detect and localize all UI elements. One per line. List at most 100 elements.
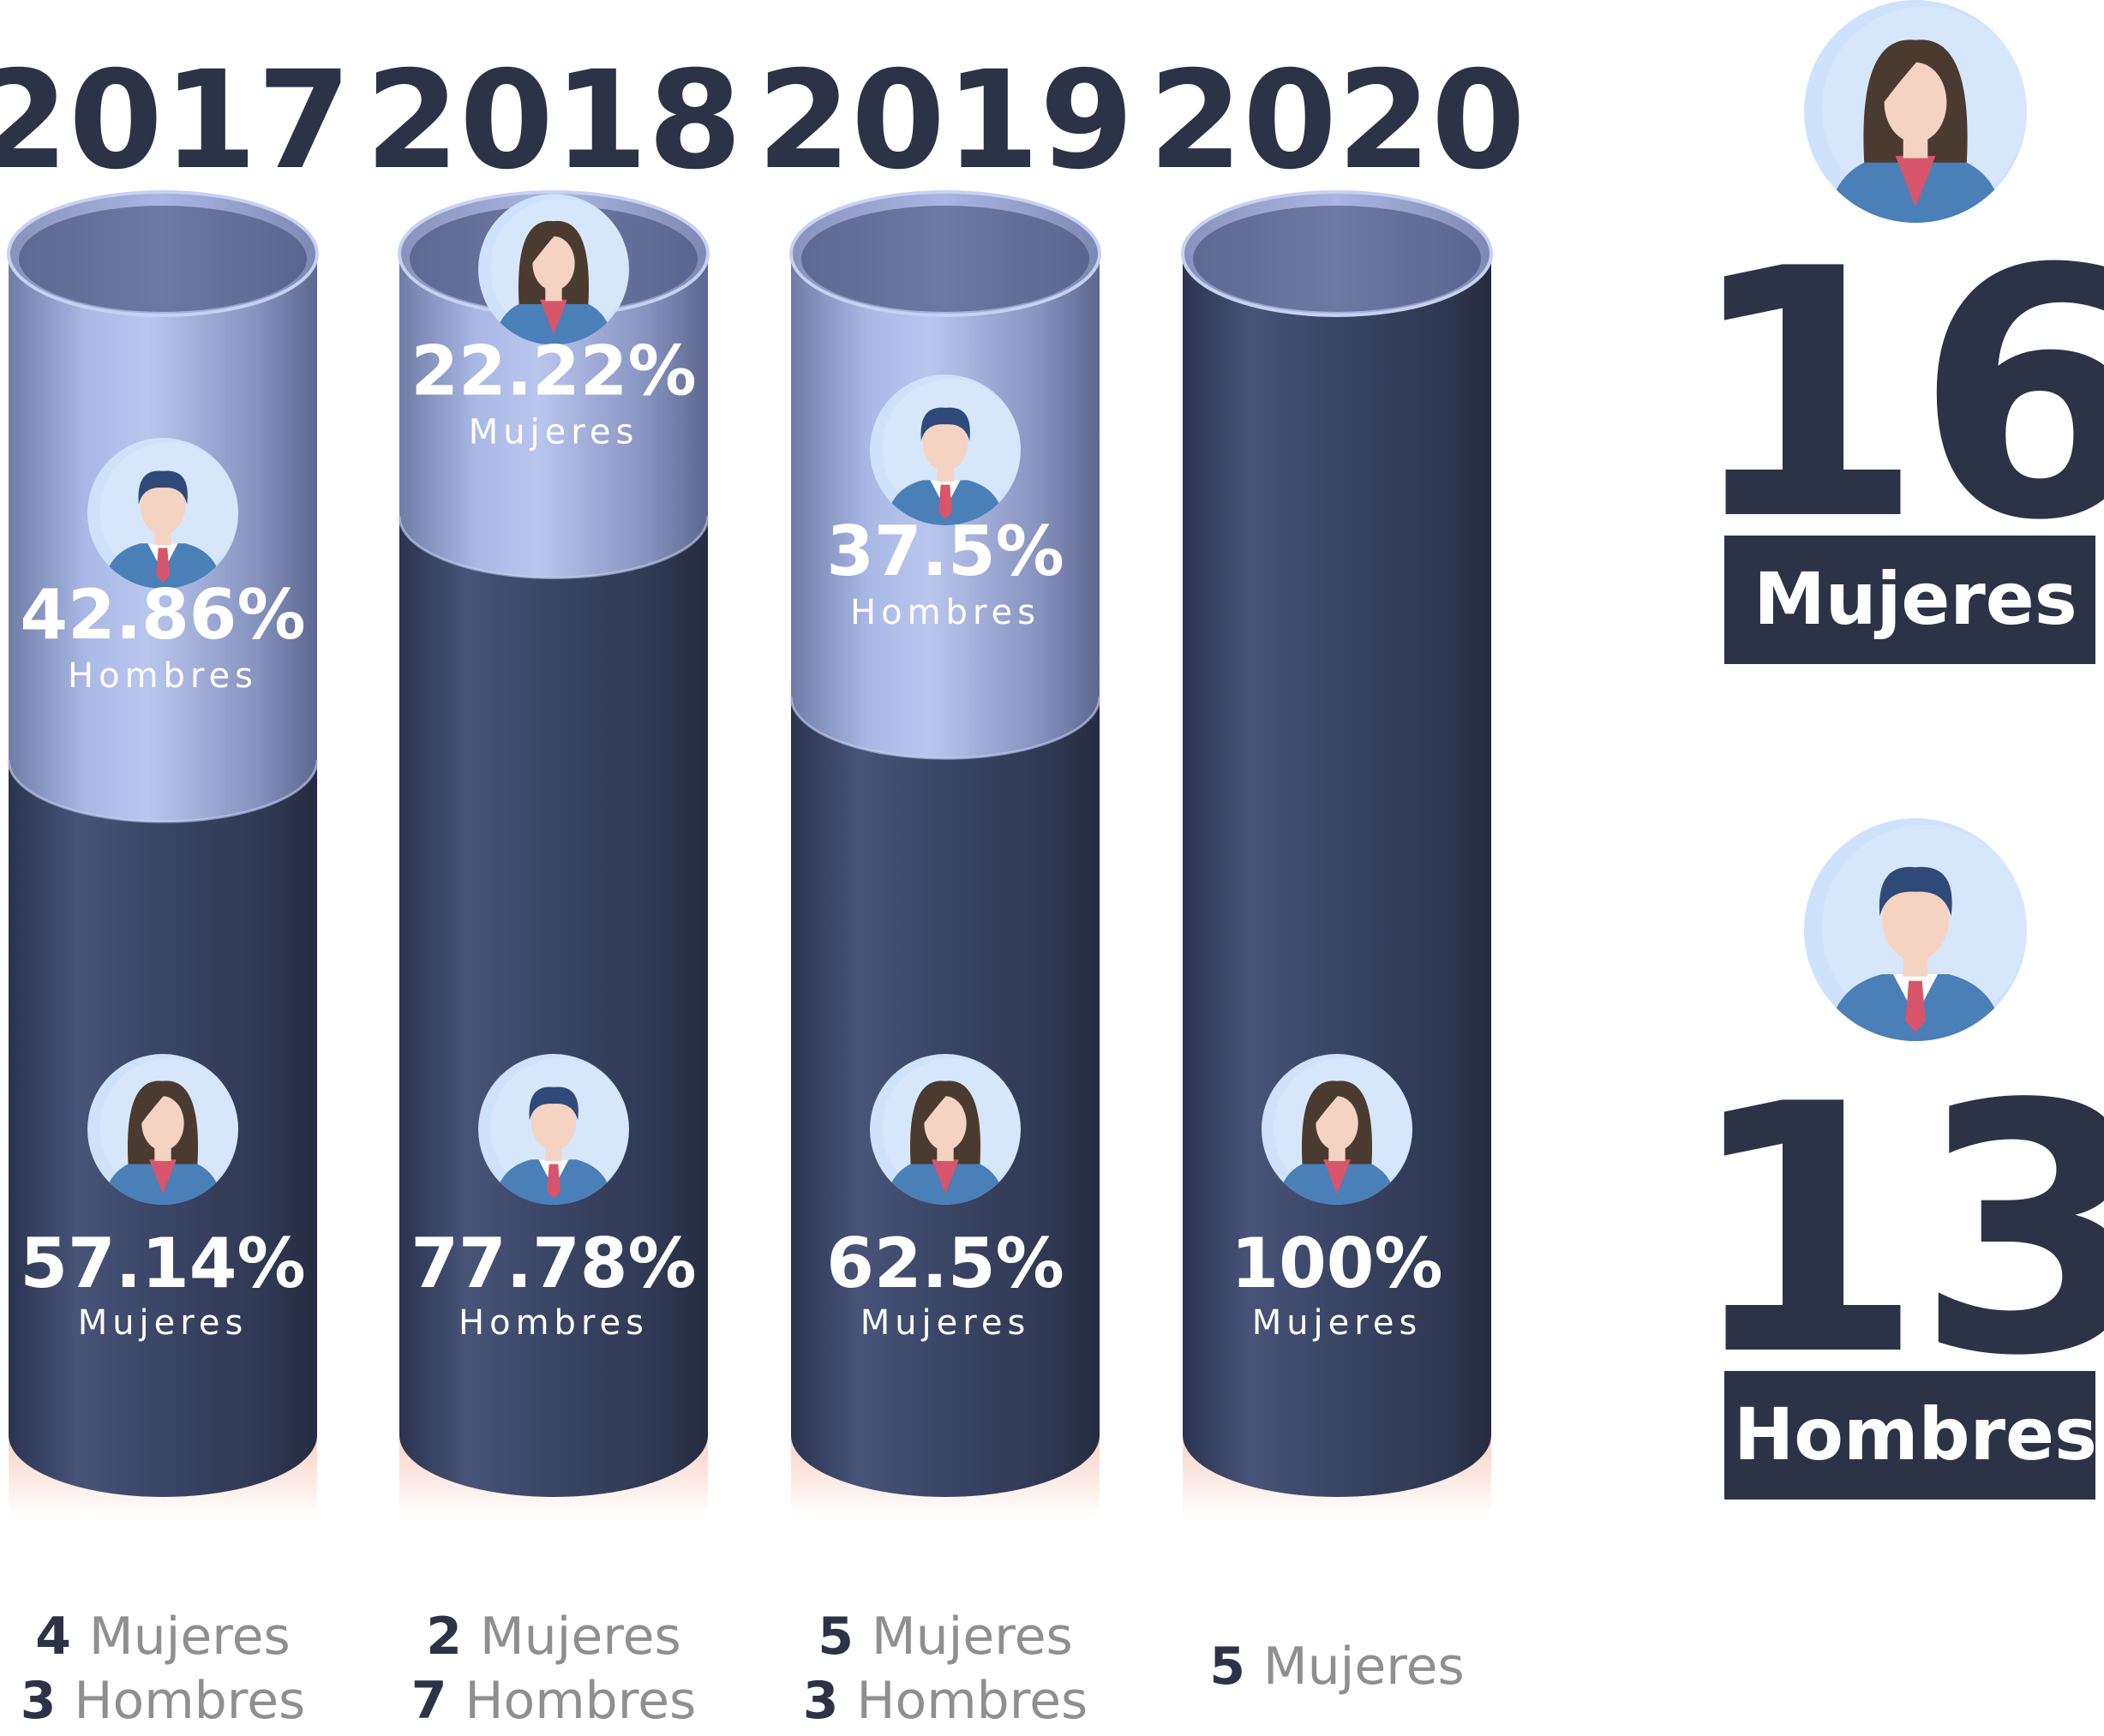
count-label: Mujeres <box>1263 1637 1465 1697</box>
bottom-percent-label: 77.78% <box>411 1224 696 1303</box>
top-percent-label: 42.86% <box>20 575 305 655</box>
year-label: 2020 <box>1148 42 1526 200</box>
blouse <box>1895 156 1936 207</box>
hair <box>138 470 188 505</box>
bottom-percent-label: 57.14% <box>20 1224 305 1303</box>
count-number: 3 <box>803 1671 857 1731</box>
tie <box>156 548 170 583</box>
avatar-figure <box>1828 39 2003 223</box>
face <box>530 1092 577 1151</box>
count-line: 5 Mujeres <box>818 1607 1073 1667</box>
count-label: Mujeres <box>480 1607 681 1667</box>
woman-avatar-icon <box>1262 1054 1413 1205</box>
count-number: 5 <box>1209 1637 1263 1697</box>
segment-edge <box>398 516 710 579</box>
count-label: Mujeres <box>89 1607 291 1667</box>
blouse <box>932 1159 959 1194</box>
top-gender-label: Hombres <box>850 593 1040 632</box>
count-label: Hombres <box>74 1671 305 1731</box>
face <box>532 236 575 291</box>
tie <box>1905 980 1926 1033</box>
count-label: Hombres <box>465 1671 696 1731</box>
face <box>140 476 186 535</box>
total-number: 16 <box>1686 197 2104 596</box>
top-gender-label: Mujeres <box>469 412 639 452</box>
bottom-gender-label: Mujeres <box>1252 1303 1423 1343</box>
face <box>1316 1096 1358 1151</box>
year-label: 2019 <box>757 42 1134 200</box>
woman-avatar-icon <box>478 194 629 345</box>
bangs <box>140 1091 168 1125</box>
avatar-figure <box>886 407 1004 526</box>
cylinder-cap-inner <box>1193 206 1481 312</box>
bangs <box>530 231 559 266</box>
tie <box>938 484 952 520</box>
blouse <box>149 1159 177 1194</box>
total-number: 13 <box>1686 1033 2104 1431</box>
count-line: 2 Mujeres <box>426 1607 681 1667</box>
tie <box>547 1164 560 1199</box>
count-line: 3 Hombres <box>21 1671 306 1731</box>
cylinder-cap-inner <box>801 206 1089 312</box>
count-line: 3 Hombres <box>803 1671 1088 1731</box>
face <box>141 1096 184 1151</box>
bottom-percent-label: 100% <box>1231 1224 1442 1303</box>
bottom-gender-label: Mujeres <box>78 1303 249 1343</box>
avatar-figure <box>104 1081 222 1205</box>
hair <box>920 407 970 441</box>
total-label-box <box>1724 536 2095 664</box>
avatar-figure <box>886 1081 1004 1205</box>
face <box>1884 62 1947 143</box>
bangs <box>1882 55 1922 105</box>
year-label: 2018 <box>365 42 742 200</box>
man-avatar-icon <box>1804 818 2027 1041</box>
total-label-box <box>1724 1371 2095 1500</box>
count-line: 5 Mujeres <box>1209 1637 1465 1697</box>
avatar-figure <box>495 1086 613 1205</box>
man-avatar-icon <box>87 438 239 590</box>
bangs <box>922 1091 950 1125</box>
avatar-figure <box>104 470 222 590</box>
segment-edge <box>789 697 1101 760</box>
hair <box>529 1086 578 1121</box>
cylinder-body <box>1183 254 1491 1497</box>
count-label: Mujeres <box>872 1607 1073 1667</box>
bottom-gender-label: Mujeres <box>860 1303 1031 1343</box>
blouse <box>1323 1159 1351 1194</box>
top-percent-label: 37.5% <box>826 512 1064 591</box>
count-line: 4 Mujeres <box>35 1607 291 1667</box>
woman-avatar-icon <box>1804 0 2027 223</box>
count-number: 3 <box>21 1671 75 1731</box>
blouse <box>540 299 567 335</box>
bangs <box>1314 1091 1342 1125</box>
total-label: Mujeres <box>1753 557 2077 641</box>
man-avatar-icon <box>478 1054 629 1205</box>
avatar-figure <box>495 220 613 345</box>
woman-avatar-icon <box>870 1054 1022 1205</box>
woman-avatar-icon <box>87 1054 239 1205</box>
avatar-figure <box>1278 1081 1396 1205</box>
total-label: Hombres <box>1734 1392 2097 1476</box>
avatar-figure <box>1828 866 2003 1041</box>
count-label: Hombres <box>856 1671 1088 1731</box>
count-line: 7 Hombres <box>411 1671 697 1731</box>
cylinder-cap-inner <box>19 206 307 312</box>
count-number: 7 <box>411 1671 465 1731</box>
segment-edge <box>7 760 319 823</box>
face <box>924 1096 967 1151</box>
face <box>1882 876 1949 961</box>
man-avatar-icon <box>870 374 1022 526</box>
bottom-gender-label: Hombres <box>459 1303 649 1343</box>
count-number: 5 <box>818 1607 872 1667</box>
year-label: 2017 <box>0 42 351 200</box>
face <box>922 413 968 471</box>
count-number: 4 <box>35 1607 89 1667</box>
